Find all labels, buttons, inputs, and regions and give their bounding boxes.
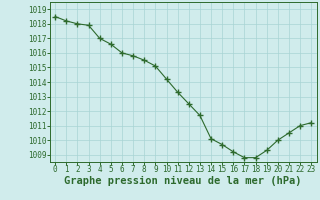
X-axis label: Graphe pression niveau de la mer (hPa): Graphe pression niveau de la mer (hPa) — [64, 176, 302, 186]
